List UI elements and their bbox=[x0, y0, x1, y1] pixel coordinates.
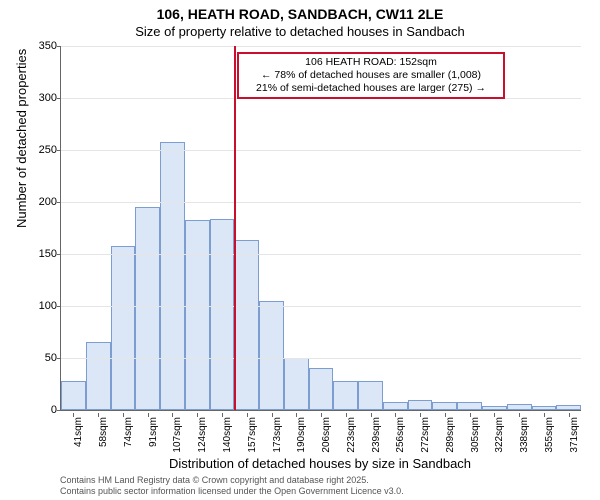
gridline bbox=[61, 202, 581, 203]
histogram-bar bbox=[358, 381, 383, 410]
x-tick-label: 239sqm bbox=[371, 417, 382, 453]
x-tick-label: 206sqm bbox=[321, 417, 332, 453]
annotation-line: 21% of semi-detached houses are larger (… bbox=[243, 82, 499, 95]
x-tick-label: 58sqm bbox=[98, 417, 109, 447]
histogram-bar bbox=[457, 402, 482, 410]
histogram-bar bbox=[556, 405, 581, 410]
gridline bbox=[61, 150, 581, 151]
histogram-bar bbox=[185, 220, 210, 410]
x-tick-label: 289sqm bbox=[445, 417, 456, 453]
y-tick-label: 250 bbox=[17, 144, 57, 156]
y-tick-mark bbox=[57, 254, 61, 255]
histogram-bar bbox=[408, 400, 433, 410]
x-tick-label: 124sqm bbox=[197, 417, 208, 453]
y-tick-mark bbox=[57, 202, 61, 203]
x-tick-label: 223sqm bbox=[346, 417, 357, 453]
x-tick-label: 140sqm bbox=[222, 417, 233, 453]
annotation-box: 106 HEATH ROAD: 152sqm← 78% of detached … bbox=[237, 52, 505, 99]
x-tick-label: 256sqm bbox=[395, 417, 406, 453]
histogram-bar bbox=[259, 301, 284, 410]
bars-container bbox=[61, 46, 581, 410]
histogram-bar bbox=[160, 142, 185, 410]
gridline bbox=[61, 306, 581, 307]
histogram-bar bbox=[111, 246, 136, 410]
x-tick-label: 338sqm bbox=[519, 417, 530, 453]
annotation-line: 106 HEATH ROAD: 152sqm bbox=[243, 56, 499, 69]
y-tick-label: 50 bbox=[17, 352, 57, 364]
y-tick-label: 200 bbox=[17, 196, 57, 208]
chart-subtitle: Size of property relative to detached ho… bbox=[0, 24, 600, 39]
histogram-bar bbox=[234, 240, 259, 410]
x-tick-label: 173sqm bbox=[272, 417, 283, 453]
footer-line: Contains HM Land Registry data © Crown c… bbox=[60, 475, 404, 485]
x-tick-label: 157sqm bbox=[247, 417, 258, 453]
x-tick-label: 190sqm bbox=[296, 417, 307, 453]
y-tick-label: 150 bbox=[17, 248, 57, 260]
y-tick-label: 350 bbox=[17, 40, 57, 52]
histogram-bar bbox=[284, 358, 309, 410]
histogram-bar bbox=[210, 219, 235, 410]
x-tick-label: 272sqm bbox=[420, 417, 431, 453]
histogram-bar bbox=[309, 368, 334, 410]
y-tick-mark bbox=[57, 46, 61, 47]
x-tick-label: 322sqm bbox=[494, 417, 505, 453]
y-tick-mark bbox=[57, 410, 61, 411]
histogram-bar bbox=[61, 381, 86, 410]
x-tick-label: 371sqm bbox=[569, 417, 580, 453]
histogram-bar bbox=[482, 406, 507, 410]
y-tick-mark bbox=[57, 150, 61, 151]
plot-area: 41sqm58sqm74sqm91sqm107sqm124sqm140sqm15… bbox=[60, 46, 581, 411]
y-tick-mark bbox=[57, 306, 61, 307]
footer-line: Contains public sector information licen… bbox=[60, 486, 404, 496]
histogram-bar bbox=[532, 406, 557, 410]
histogram-bar bbox=[333, 381, 358, 410]
reference-line bbox=[234, 46, 236, 410]
x-tick-label: 91sqm bbox=[148, 417, 159, 447]
y-tick-label: 300 bbox=[17, 92, 57, 104]
x-tick-label: 74sqm bbox=[123, 417, 134, 447]
histogram-bar bbox=[507, 404, 532, 410]
attribution-footer: Contains HM Land Registry data © Crown c… bbox=[60, 475, 404, 496]
gridline bbox=[61, 358, 581, 359]
chart-title: 106, HEATH ROAD, SANDBACH, CW11 2LE bbox=[0, 6, 600, 22]
x-tick-label: 41sqm bbox=[73, 417, 84, 447]
y-tick-label: 0 bbox=[17, 404, 57, 416]
x-axis-label: Distribution of detached houses by size … bbox=[60, 456, 580, 471]
x-tick-label: 107sqm bbox=[172, 417, 183, 453]
y-tick-mark bbox=[57, 358, 61, 359]
gridline bbox=[61, 46, 581, 47]
histogram-bar bbox=[135, 207, 160, 410]
annotation-line: ← 78% of detached houses are smaller (1,… bbox=[243, 69, 499, 82]
gridline bbox=[61, 254, 581, 255]
y-tick-label: 100 bbox=[17, 300, 57, 312]
y-tick-mark bbox=[57, 98, 61, 99]
histogram-bar bbox=[432, 402, 457, 410]
histogram-bar bbox=[383, 402, 408, 410]
x-tick-label: 355sqm bbox=[544, 417, 555, 453]
histogram-bar bbox=[86, 342, 111, 410]
x-tick-label: 305sqm bbox=[470, 417, 481, 453]
property-size-histogram: 106, HEATH ROAD, SANDBACH, CW11 2LE Size… bbox=[0, 0, 600, 500]
